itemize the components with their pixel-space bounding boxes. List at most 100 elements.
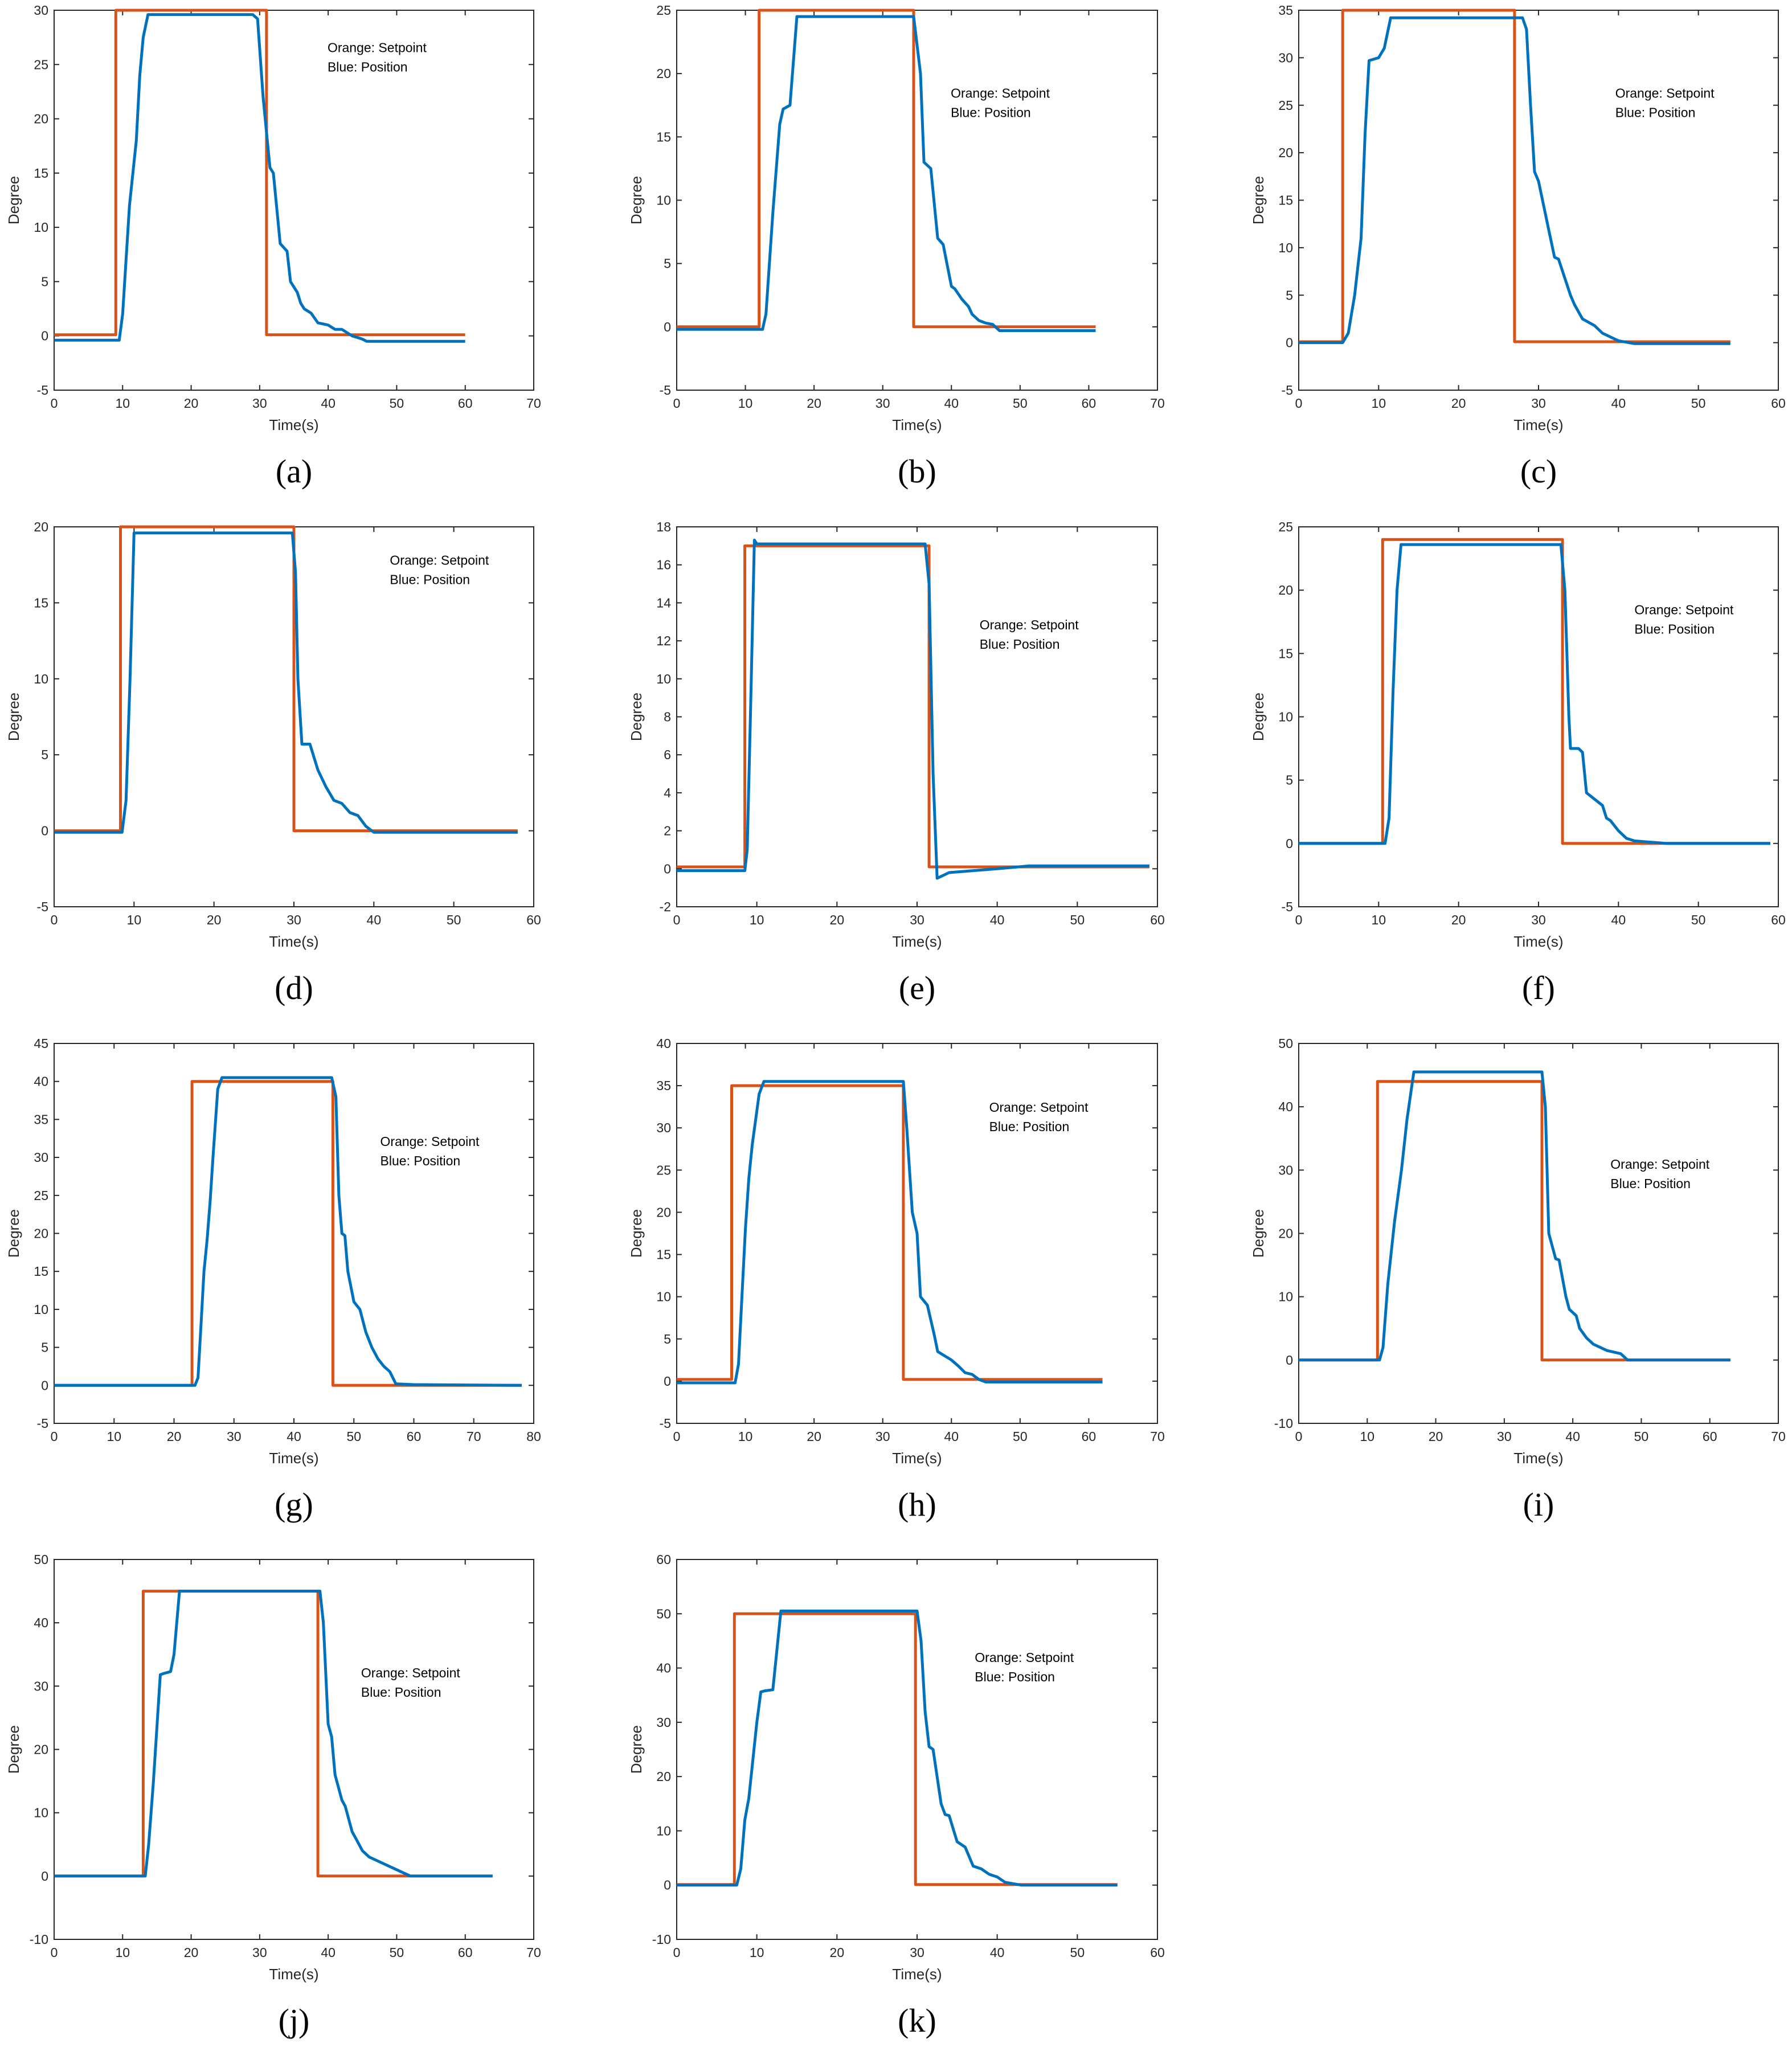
- x-tick-label: 60: [1771, 396, 1786, 411]
- y-tick-label: 10: [1278, 710, 1293, 724]
- x-tick-label: 20: [1451, 912, 1466, 927]
- y-tick-label: 25: [34, 1188, 48, 1203]
- x-tick-label: 40: [321, 396, 336, 411]
- x-tick-label: 70: [1150, 396, 1165, 411]
- legend-setpoint: Orange: Setpoint: [328, 40, 427, 55]
- panel-c: 0 10 20 30 40 50 60-505101520253035Time(s)Degr…: [1250, 3, 1786, 490]
- y-tick-label: 0: [664, 861, 671, 876]
- y-tick-label: -5: [660, 1416, 671, 1431]
- x-tick-label: 60: [1771, 912, 1786, 927]
- setpoint-line: [677, 1084, 1103, 1381]
- panel-k: 0 10 20 30 40 50 60-100102030405060Time(s)Degr…: [628, 1552, 1165, 2039]
- y-tick-label: 20: [34, 112, 48, 126]
- x-tick-label: 10: [115, 396, 130, 411]
- y-tick-label: 30: [34, 3, 48, 18]
- x-tick-label: 20: [1451, 396, 1466, 411]
- y-axis-title: Degree: [628, 1725, 645, 1774]
- y-tick-label: 30: [656, 1715, 671, 1730]
- setpoint-line: [54, 525, 518, 833]
- x-tick-label: 40: [1611, 396, 1626, 411]
- y-axis-title: Degree: [1250, 1209, 1267, 1258]
- x-tick-label: 20: [830, 912, 845, 927]
- x-tick-label: 10: [750, 1945, 764, 1960]
- y-tick-label: 0: [664, 1878, 671, 1893]
- x-tick-label: 20: [184, 1945, 199, 1960]
- plot-frame: [54, 1559, 534, 1940]
- x-axis-title: Time(s): [269, 416, 318, 433]
- y-tick-label: 35: [34, 1112, 48, 1127]
- panel-label: (d): [275, 969, 313, 1006]
- y-tick-label: 0: [41, 1869, 48, 1884]
- x-tick-label: 30: [252, 396, 267, 411]
- x-axis-title: Time(s): [1513, 933, 1563, 950]
- x-tick-label: 10: [1360, 1429, 1374, 1444]
- legend-setpoint: Orange: Setpoint: [1634, 602, 1734, 617]
- x-axis-title: Time(s): [269, 1450, 318, 1467]
- x-tick-label: 10: [750, 912, 764, 927]
- y-tick-label: 12: [656, 633, 671, 648]
- y-tick-label: -10: [30, 1932, 48, 1947]
- panel-i: 0 10 20 30 40 50 60 70-1001020304050Time(s)Degr…: [1250, 1036, 1786, 1523]
- y-tick-label: 15: [34, 1264, 48, 1279]
- y-tick-label: 20: [34, 1226, 48, 1241]
- legend-position: Blue: Position: [1615, 105, 1696, 120]
- legend-position: Blue: Position: [390, 572, 470, 587]
- legend-position: Blue: Position: [951, 105, 1031, 120]
- y-tick-label: 6: [664, 747, 671, 762]
- x-axis-title: Time(s): [269, 933, 318, 950]
- x-tick-label: 40: [367, 912, 382, 927]
- y-tick-label: 15: [656, 1247, 671, 1262]
- x-tick-label: 40: [990, 1945, 1005, 1960]
- legend-setpoint: Orange: Setpoint: [951, 85, 1050, 100]
- y-tick-label: -5: [660, 383, 671, 398]
- legend-position: Blue: Position: [975, 1669, 1055, 1684]
- position-line: [1299, 1070, 1730, 1362]
- x-tick-label: 50: [1070, 1945, 1085, 1960]
- y-tick-label: -5: [37, 899, 48, 914]
- y-tick-label: 0: [41, 824, 48, 838]
- x-tick-label: 0: [673, 912, 681, 927]
- legend-position: Blue: Position: [980, 637, 1060, 652]
- y-tick-label: 30: [1278, 50, 1293, 65]
- y-tick-label: 5: [1286, 288, 1293, 302]
- y-tick-label: 10: [34, 220, 48, 235]
- setpoint-line: [54, 9, 465, 337]
- x-tick-label: 0: [51, 1429, 58, 1444]
- y-tick-label: 10: [1278, 1290, 1293, 1304]
- y-tick-label: 50: [656, 1606, 671, 1621]
- y-axis-title: Degree: [628, 176, 645, 224]
- x-tick-label: 10: [115, 1945, 130, 1960]
- x-tick-label: 30: [1531, 396, 1546, 411]
- y-tick-label: 0: [1286, 335, 1293, 350]
- y-tick-label: 60: [656, 1552, 671, 1567]
- x-tick-label: 40: [287, 1429, 301, 1444]
- x-tick-label: 20: [167, 1429, 182, 1444]
- x-tick-label: 10: [127, 912, 142, 927]
- y-tick-label: -5: [37, 1416, 48, 1431]
- y-tick-label: 5: [1286, 773, 1293, 788]
- panel-d: 0 10 20 30 40 50 60-505101520Time(s)DegreeOran…: [5, 519, 541, 1006]
- x-tick-label: 70: [526, 1945, 541, 1960]
- x-tick-label: 50: [390, 1945, 404, 1960]
- x-axis-title: Time(s): [269, 1966, 318, 1983]
- panel-label: (g): [275, 1486, 313, 1523]
- y-tick-label: 25: [34, 57, 48, 72]
- y-axis-title: Degree: [5, 176, 22, 224]
- y-tick-label: 10: [656, 193, 671, 208]
- y-tick-label: 0: [1286, 1353, 1293, 1368]
- y-axis-title: Degree: [1250, 176, 1267, 224]
- y-tick-label: 25: [656, 1162, 671, 1177]
- x-tick-label: 30: [287, 912, 301, 927]
- y-tick-label: 40: [656, 1661, 671, 1676]
- x-tick-label: 0: [673, 396, 681, 411]
- panel-label: (a): [276, 453, 312, 490]
- y-tick-label: 5: [41, 1340, 48, 1355]
- panel-label: (h): [898, 1486, 936, 1523]
- x-tick-label: 40: [944, 1429, 959, 1444]
- y-tick-label: 14: [656, 595, 671, 610]
- panel-label: (f): [1522, 969, 1555, 1006]
- x-tick-label: 0: [673, 1945, 681, 1960]
- y-tick-label: 0: [1286, 836, 1293, 851]
- x-tick-label: 10: [1372, 912, 1386, 927]
- y-tick-label: 25: [1278, 519, 1293, 534]
